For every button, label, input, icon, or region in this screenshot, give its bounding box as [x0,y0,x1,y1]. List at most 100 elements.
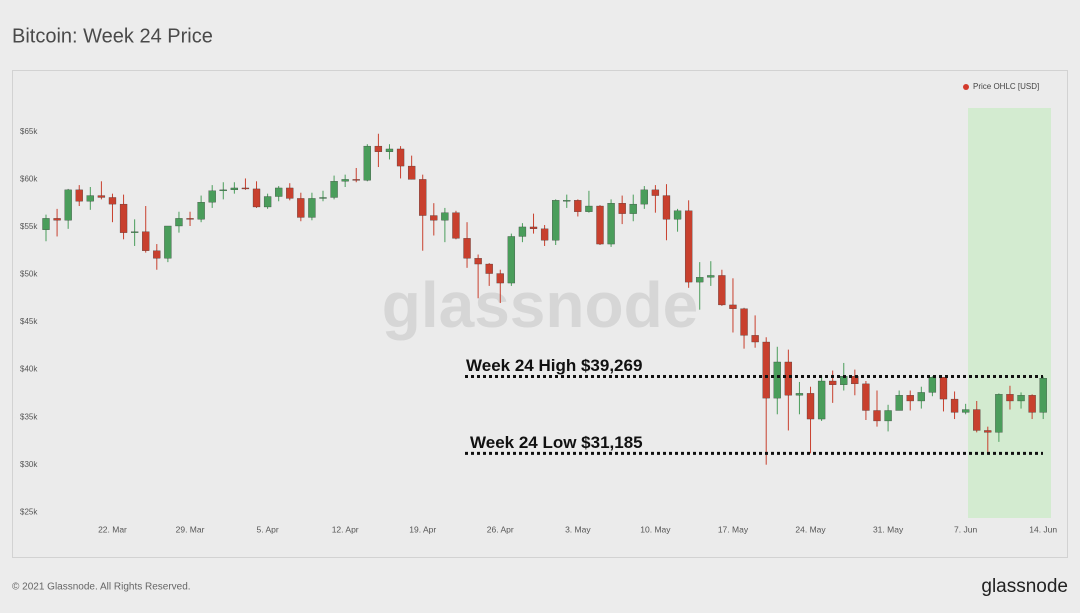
candle-body [673,210,682,220]
candle-body [729,304,737,309]
candle-body [596,205,604,245]
candle-body [186,218,194,220]
x-tick-label: 22. Mar [98,524,127,534]
candle-body [341,179,349,182]
candle-body [230,187,239,191]
candle-body [297,198,305,218]
candle-body [64,189,72,221]
candle-body [740,308,748,336]
y-tick-label: $25k [20,507,38,516]
x-tick-label: 3. May [565,524,591,534]
candle-body [773,361,781,399]
candle-body [950,398,959,413]
x-tick-label: 10. May [640,524,671,534]
candle-body [529,226,538,229]
candle-body [119,203,128,233]
candle-body [829,380,837,385]
candle-body [762,341,770,399]
candle-body [563,200,571,202]
candle-body [363,145,371,181]
candle-body [463,238,471,259]
annotation-label: Week 24 High $39,269 [466,356,642,375]
candle-body [319,197,327,199]
candle-body [518,226,527,237]
candle-body [1028,395,1036,413]
candle-body [330,181,338,198]
candle-body [585,205,593,212]
candle-body [252,188,261,208]
candle-body [851,376,859,385]
chart-panel [12,70,1068,558]
y-tick-label: $50k [20,270,38,279]
candle-body [53,218,61,221]
candle-body [995,394,1003,433]
y-tick-label: $45k [20,317,38,326]
y-tick-label: $65k [20,127,38,136]
candle-body [275,187,283,197]
candle-body [540,228,549,241]
y-tick-label: $55k [20,222,38,231]
week-highlight [968,108,1051,518]
legend-label: Price OHLC [USD] [973,82,1039,91]
candle-body [42,218,50,230]
candle-body [873,410,881,422]
candle-body [917,392,925,402]
candle-body [496,273,504,284]
candle-body [263,196,272,208]
candle-body [651,189,660,196]
x-tick-label: 5. Apr [256,524,278,534]
candle-body [474,258,482,265]
x-tick-label: 17. May [718,524,749,534]
candle-body [97,195,106,198]
logo: glassnode [981,576,1068,597]
x-tick-label: 12. Apr [332,524,359,534]
candle-body [806,393,815,420]
candle-body [241,187,250,190]
x-tick-label: 29. Mar [176,524,205,534]
candle-body [1006,394,1014,402]
candle-body [973,409,981,431]
candle-body [108,197,117,205]
candle-body [441,212,449,221]
candle-body [618,203,626,214]
candle-body [862,383,870,411]
candle-body [640,189,648,205]
candle-body [574,200,582,212]
candle-body [374,145,383,152]
candle-body [707,275,715,278]
candle-body [751,335,759,343]
candle-body [419,179,427,216]
x-tick-label: 26. Apr [487,524,514,534]
candle-body [928,377,937,393]
candle-body [1039,378,1047,413]
watermark: glassnode [382,269,699,341]
x-tick-label: 14. Jun [1029,524,1057,534]
x-tick-label: 31. May [873,524,904,534]
candle-body [430,215,438,221]
candle-body [86,195,94,202]
candle-body [984,430,992,433]
candle-body [153,250,161,259]
candle-body [696,277,704,283]
candle-body [895,395,903,411]
candle-body [308,198,316,218]
candle-body [784,361,793,396]
candle-body [175,218,183,227]
y-tick-label: $60k [20,175,38,184]
candle-body [407,165,416,180]
y-tick-label: $40k [20,365,38,374]
candle-body [164,225,172,259]
candle-body [1017,395,1025,402]
candle-body [452,212,460,239]
chart-title: Bitcoin: Week 24 Price [12,25,213,47]
candle-body [385,148,394,152]
candle-body [662,195,671,220]
candle-body [629,203,637,214]
candle-body [75,189,83,202]
candle-body [352,179,360,181]
candle-body [884,410,892,422]
x-tick-label: 24. May [795,524,826,534]
x-tick-label: 19. Apr [409,524,436,534]
